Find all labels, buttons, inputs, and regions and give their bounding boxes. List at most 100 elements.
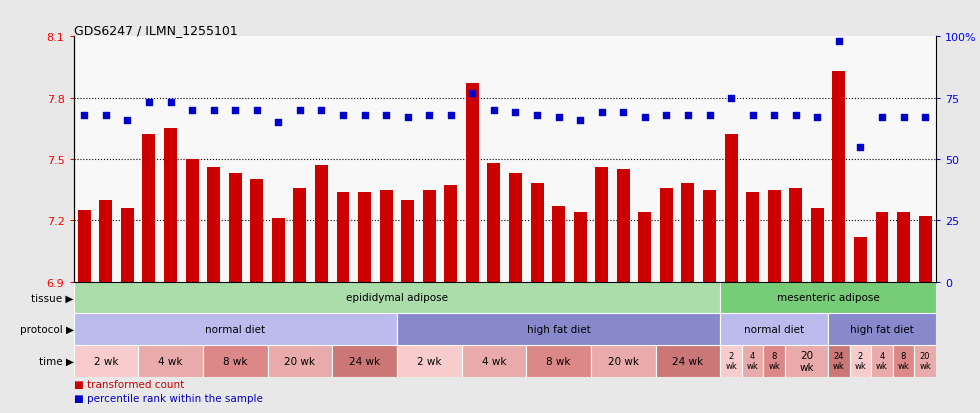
Text: 2 wk: 2 wk	[416, 356, 441, 366]
Point	[766, 112, 782, 119]
Bar	[203, 345, 268, 377]
Bar	[271, 218, 285, 282]
Bar	[681, 184, 695, 282]
Bar	[785, 345, 828, 377]
Bar	[595, 168, 609, 282]
Point	[141, 100, 157, 107]
Point	[723, 95, 739, 102]
Text: high fat diet: high fat diet	[850, 324, 914, 334]
Point	[378, 112, 394, 119]
Bar	[656, 345, 720, 377]
Bar	[914, 345, 936, 377]
Bar	[121, 209, 134, 282]
Text: 8
wk: 8 wk	[898, 351, 909, 370]
Point	[357, 112, 372, 119]
Point	[421, 112, 437, 119]
Text: ■ percentile rank within the sample: ■ percentile rank within the sample	[74, 393, 263, 403]
Bar	[74, 313, 397, 345]
Bar	[875, 213, 889, 282]
Bar	[573, 213, 587, 282]
Text: 2
wk: 2 wk	[725, 351, 737, 370]
Text: 20
wk: 20 wk	[919, 351, 931, 370]
Point	[465, 90, 480, 97]
Point	[270, 119, 286, 126]
Text: normal diet: normal diet	[744, 324, 805, 334]
Point	[249, 107, 265, 114]
Point	[98, 112, 114, 119]
Text: mesenteric adipose: mesenteric adipose	[777, 293, 879, 303]
Bar	[871, 345, 893, 377]
Bar	[763, 345, 785, 377]
Bar	[720, 313, 828, 345]
Point	[163, 100, 178, 107]
Point	[594, 110, 610, 116]
Bar	[789, 188, 803, 282]
Bar	[397, 345, 462, 377]
Point	[400, 115, 416, 121]
Bar	[358, 192, 371, 282]
Point	[551, 115, 566, 121]
Text: 2 wk: 2 wk	[93, 356, 118, 366]
Bar	[703, 190, 716, 282]
Bar	[616, 170, 630, 282]
Text: 4
wk: 4 wk	[747, 351, 759, 370]
Point	[680, 112, 696, 119]
Bar	[401, 200, 415, 282]
Point	[874, 115, 890, 121]
Text: 24 wk: 24 wk	[349, 356, 380, 366]
Bar	[462, 345, 526, 377]
Bar	[422, 190, 436, 282]
Bar	[746, 192, 760, 282]
Text: ■ transformed count: ■ transformed count	[74, 379, 183, 389]
Bar	[397, 313, 720, 345]
Point	[206, 107, 221, 114]
Bar	[138, 345, 203, 377]
Point	[572, 117, 588, 123]
Point	[788, 112, 804, 119]
Bar	[720, 282, 936, 313]
Text: 8 wk: 8 wk	[222, 356, 247, 366]
Bar	[74, 345, 138, 377]
Bar	[99, 200, 113, 282]
Bar	[268, 345, 332, 377]
Bar	[228, 174, 242, 282]
Bar	[893, 345, 914, 377]
Text: GDS6247 / ILMN_1255101: GDS6247 / ILMN_1255101	[74, 24, 237, 37]
Point	[486, 107, 502, 114]
Bar	[526, 345, 591, 377]
Bar	[918, 217, 932, 282]
Point	[335, 112, 351, 119]
Point	[76, 112, 92, 119]
Bar	[250, 180, 264, 282]
Point	[508, 110, 523, 116]
Bar	[530, 184, 544, 282]
Point	[227, 107, 243, 114]
Text: 4 wk: 4 wk	[482, 356, 506, 366]
Text: 20 wk: 20 wk	[608, 356, 639, 366]
Text: 20 wk: 20 wk	[284, 356, 316, 366]
Point	[637, 115, 653, 121]
Text: time ▶: time ▶	[38, 356, 74, 366]
Bar	[724, 135, 738, 282]
Bar	[638, 213, 652, 282]
Bar	[379, 190, 393, 282]
Text: 24
wk: 24 wk	[833, 351, 845, 370]
Bar	[854, 237, 867, 282]
Text: 20
wk: 20 wk	[800, 350, 813, 372]
Bar	[828, 313, 936, 345]
Bar	[487, 164, 501, 282]
Bar	[466, 84, 479, 282]
Bar	[164, 129, 177, 282]
Text: 2
wk: 2 wk	[855, 351, 866, 370]
Bar	[293, 188, 307, 282]
Point	[809, 115, 825, 121]
Bar	[315, 166, 328, 282]
Bar	[552, 206, 565, 282]
Text: 4 wk: 4 wk	[158, 356, 182, 366]
Point	[615, 110, 631, 116]
Bar	[897, 213, 910, 282]
Point	[659, 112, 674, 119]
Text: 4
wk: 4 wk	[876, 351, 888, 370]
Text: 8 wk: 8 wk	[547, 356, 570, 366]
Bar	[74, 282, 720, 313]
